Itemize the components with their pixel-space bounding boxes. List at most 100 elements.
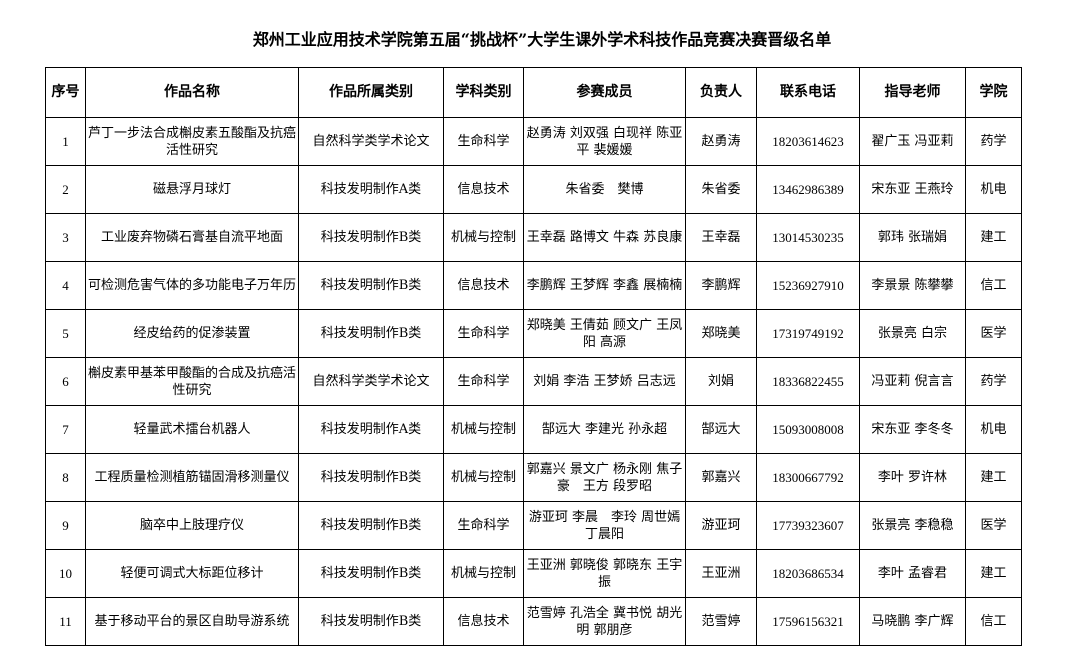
cell-phone: 18203686534 <box>756 549 860 598</box>
cell-college: 建工 <box>965 453 1022 502</box>
cell-leader: 王幸磊 <box>685 213 757 262</box>
cell-advisors: 翟广玉 冯亚莉 <box>859 117 966 166</box>
cell-members: 李鹏辉 王梦辉 李鑫 展楠楠 <box>523 261 686 310</box>
cell-advisors: 宋东亚 王燕玲 <box>859 165 966 214</box>
cell-work-name: 槲皮素甲基苯甲酸酯的合成及抗癌活性研究 <box>85 357 299 406</box>
cell-work-category: 科技发明制作A类 <box>298 405 444 454</box>
cell-college: 机电 <box>965 405 1022 454</box>
cell-work-category: 科技发明制作B类 <box>298 597 444 646</box>
cell-seq: 7 <box>45 405 86 454</box>
cell-advisors: 李叶 罗许林 <box>859 453 966 502</box>
table-row: 10 轻便可调式大标距位移计 科技发明制作B类 机械与控制 王亚洲 郭晓俊 郭晓东 王宇… <box>45 549 1022 598</box>
cell-members: 王幸磊 路博文 牛森 苏良康 <box>523 213 686 262</box>
cell-leader: 赵勇涛 <box>685 117 757 166</box>
cell-work-name: 脑卒中上肢理疗仪 <box>85 501 299 550</box>
cell-work-name: 轻便可调式大标距位移计 <box>85 549 299 598</box>
table-row: 5 经皮给药的促渗装置 科技发明制作B类 生命科学 郑晓美 王倩茹 顾文广 王凤阳 高源… <box>45 309 1022 358</box>
cell-phone: 18203614623 <box>756 117 860 166</box>
cell-work-category: 科技发明制作A类 <box>298 165 444 214</box>
cell-advisors: 李景景 陈攀攀 <box>859 261 966 310</box>
cell-members: 王亚洲 郭晓俊 郭晓东 王宇振 <box>523 549 686 598</box>
column-header-members: 参赛成员 <box>523 67 686 118</box>
cell-work-name: 工业废弃物磷石膏基自流平地面 <box>85 213 299 262</box>
cell-phone: 15093008008 <box>756 405 860 454</box>
cell-seq: 4 <box>45 261 86 310</box>
cell-leader: 游亚珂 <box>685 501 757 550</box>
cell-work-name: 磁悬浮月球灯 <box>85 165 299 214</box>
cell-members: 郜远大 李建光 孙永超 <box>523 405 686 454</box>
cell-advisors: 张景亮 白宗 <box>859 309 966 358</box>
cell-work-category: 科技发明制作B类 <box>298 549 444 598</box>
cell-leader: 刘娟 <box>685 357 757 406</box>
cell-members: 刘娟 李浩 王梦娇 吕志远 <box>523 357 686 406</box>
cell-phone: 13462986389 <box>756 165 860 214</box>
cell-work-name: 基于移动平台的景区自助导游系统 <box>85 597 299 646</box>
cell-seq: 5 <box>45 309 86 358</box>
cell-members: 范雪婷 孔浩全 冀书悦 胡光明 郭朋彦 <box>523 597 686 646</box>
cell-college: 医学 <box>965 501 1022 550</box>
cell-subject: 信息技术 <box>443 597 524 646</box>
cell-college: 建工 <box>965 213 1022 262</box>
column-header-work-name: 作品名称 <box>85 67 299 118</box>
cell-seq: 10 <box>45 549 86 598</box>
cell-members: 游亚珂 李晨 李玲 周世嫣 丁晨阳 <box>523 501 686 550</box>
cell-subject: 生命科学 <box>443 501 524 550</box>
cell-college: 机电 <box>965 165 1022 214</box>
cell-work-name: 工程质量检测植筋锚固滑移测量仪 <box>85 453 299 502</box>
cell-phone: 18300667792 <box>756 453 860 502</box>
cell-seq: 2 <box>45 165 86 214</box>
cell-seq: 9 <box>45 501 86 550</box>
cell-college: 信工 <box>965 261 1022 310</box>
cell-college: 医学 <box>965 309 1022 358</box>
table-row: 11 基于移动平台的景区自助导游系统 科技发明制作B类 信息技术 范雪婷 孔浩全 冀书悦… <box>45 597 1022 646</box>
cell-leader: 范雪婷 <box>685 597 757 646</box>
finalist-table: 序号 作品名称 作品所属类别 学科类别 参赛成员 负责人 联系电话 指导老师 学院 1 芦丁一步法… <box>45 67 1022 646</box>
cell-work-name: 可检测危害气体的多功能电子万年历 <box>85 261 299 310</box>
cell-advisors: 宋东亚 李冬冬 <box>859 405 966 454</box>
cell-members: 赵勇涛 刘双强 白现祥 陈亚平 裴媛媛 <box>523 117 686 166</box>
cell-subject: 机械与控制 <box>443 213 524 262</box>
cell-leader: 朱省委 <box>685 165 757 214</box>
column-header-subject: 学科类别 <box>443 67 524 118</box>
table-row: 6 槲皮素甲基苯甲酸酯的合成及抗癌活性研究 自然科学类学术论文 生命科学 刘娟 李浩 王… <box>45 357 1022 406</box>
column-header-college: 学院 <box>965 67 1022 118</box>
cell-college: 建工 <box>965 549 1022 598</box>
cell-phone: 17739323607 <box>756 501 860 550</box>
table-row: 2 磁悬浮月球灯 科技发明制作A类 信息技术 朱省委 樊博 朱省委 13462986389 宋… <box>45 165 1022 214</box>
cell-advisors: 郭玮 张瑞娟 <box>859 213 966 262</box>
table-row: 1 芦丁一步法合成槲皮素五酸酯及抗癌活性研究 自然科学类学术论文 生命科学 赵勇涛 刘双… <box>45 117 1022 166</box>
column-header-phone: 联系电话 <box>756 67 860 118</box>
cell-members: 郭嘉兴 景文广 杨永刚 焦子豪 王方 段罗昭 <box>523 453 686 502</box>
cell-members: 郑晓美 王倩茹 顾文广 王凤阳 高源 <box>523 309 686 358</box>
cell-subject: 生命科学 <box>443 117 524 166</box>
cell-advisors: 李叶 孟睿君 <box>859 549 966 598</box>
cell-seq: 11 <box>45 597 86 646</box>
cell-college: 药学 <box>965 357 1022 406</box>
cell-work-category: 科技发明制作B类 <box>298 501 444 550</box>
cell-work-category: 自然科学类学术论文 <box>298 117 444 166</box>
table-row: 4 可检测危害气体的多功能电子万年历 科技发明制作B类 信息技术 李鹏辉 王梦辉 李鑫 … <box>45 261 1022 310</box>
table-row: 8 工程质量检测植筋锚固滑移测量仪 科技发明制作B类 机械与控制 郭嘉兴 景文广 杨永刚… <box>45 453 1022 502</box>
column-header-advisors: 指导老师 <box>859 67 966 118</box>
cell-members: 朱省委 樊博 <box>523 165 686 214</box>
cell-advisors: 张景亮 李稳稳 <box>859 501 966 550</box>
cell-subject: 机械与控制 <box>443 453 524 502</box>
cell-subject: 生命科学 <box>443 357 524 406</box>
cell-work-category: 科技发明制作B类 <box>298 453 444 502</box>
cell-work-name: 轻量武术擂台机器人 <box>85 405 299 454</box>
cell-phone: 17319749192 <box>756 309 860 358</box>
table-row: 7 轻量武术擂台机器人 科技发明制作A类 机械与控制 郜远大 李建光 孙永超 郜远大 150… <box>45 405 1022 454</box>
cell-leader: 王亚洲 <box>685 549 757 598</box>
document-title: 郑州工业应用技术学院第五届“挑战杯”大学生课外学术科技作品竞赛决赛晋级名单 <box>252 30 832 49</box>
cell-work-category: 科技发明制作B类 <box>298 309 444 358</box>
cell-subject: 机械与控制 <box>443 405 524 454</box>
column-header-leader: 负责人 <box>685 67 757 118</box>
cell-work-name: 经皮给药的促渗装置 <box>85 309 299 358</box>
cell-subject: 信息技术 <box>443 165 524 214</box>
cell-phone: 18336822455 <box>756 357 860 406</box>
cell-advisors: 马晓鹏 李广辉 <box>859 597 966 646</box>
cell-work-category: 科技发明制作B类 <box>298 213 444 262</box>
cell-subject: 生命科学 <box>443 309 524 358</box>
cell-college: 信工 <box>965 597 1022 646</box>
cell-seq: 8 <box>45 453 86 502</box>
